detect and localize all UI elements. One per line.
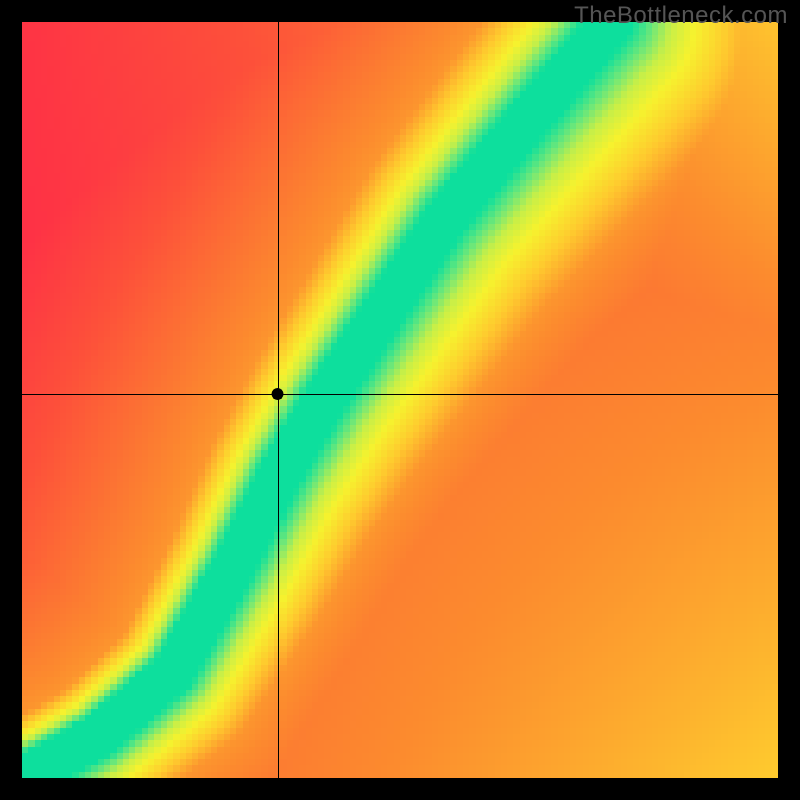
watermark-text: TheBottleneck.com (574, 2, 788, 30)
chart-container: TheBottleneck.com (0, 0, 800, 800)
bottleneck-heatmap (22, 22, 778, 778)
